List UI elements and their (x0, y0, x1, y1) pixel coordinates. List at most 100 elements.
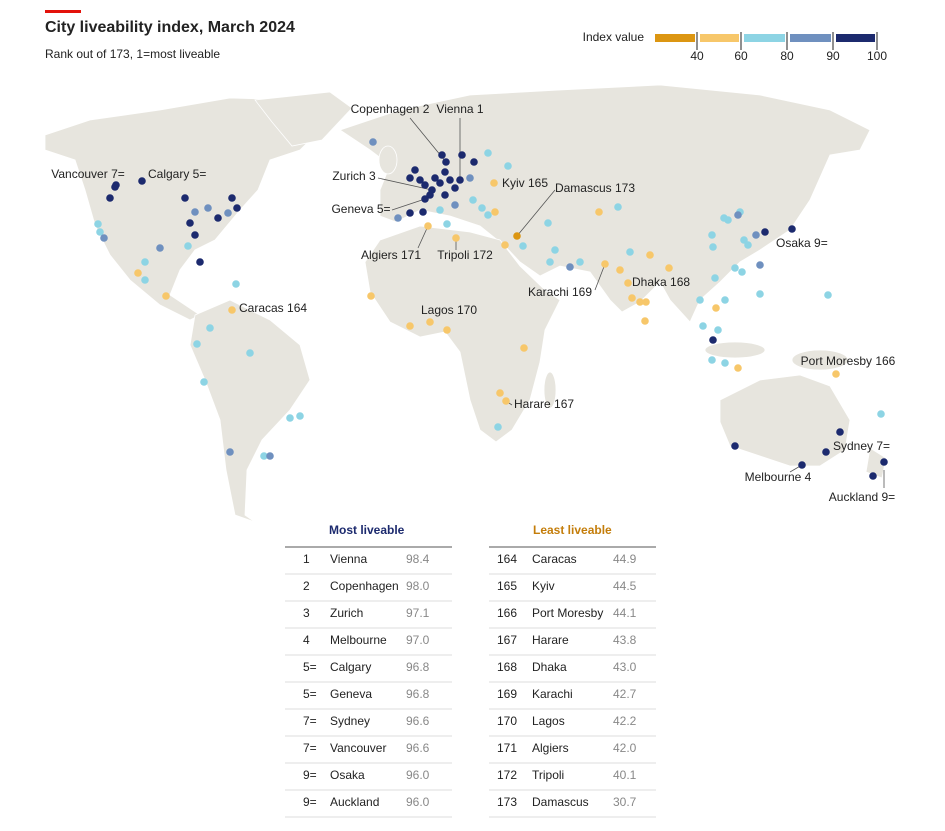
city-dot (106, 194, 114, 202)
index-value: 42.2 (613, 714, 637, 728)
city-dot (233, 204, 241, 212)
index-value: 96.8 (406, 687, 430, 701)
city: Vancouver (330, 741, 386, 755)
new-zealand (865, 447, 887, 479)
city-dot (721, 296, 729, 304)
city-dot (184, 242, 192, 250)
map-label: Vancouver 7= (51, 167, 125, 181)
legend-tick-label: 40 (690, 49, 704, 63)
map-label: Melbourne 4 (745, 470, 812, 484)
city-dot (406, 174, 414, 182)
rank: 168 (497, 660, 517, 674)
legend: 40 60 80 90 100 (655, 32, 887, 63)
city-dot (214, 214, 222, 222)
city: Zurich (330, 606, 363, 620)
city-dot (438, 151, 446, 159)
city: Copenhagen (330, 579, 399, 593)
rank: 165 (497, 579, 517, 593)
index-value: 97.0 (406, 633, 430, 647)
leader (417, 225, 429, 249)
city: Kyiv (532, 579, 555, 593)
city-dot (711, 274, 719, 282)
land (44, 84, 887, 523)
city-dot (628, 294, 636, 302)
city-dot (544, 219, 552, 227)
city-dot (451, 184, 459, 192)
city-dot (738, 268, 746, 276)
map-labels: Vienna 1 Copenhagen 2 Zurich 3 Melbourne 4 C… (51, 102, 895, 504)
city-dot (191, 231, 199, 239)
city-dot (724, 216, 732, 224)
city-dot (162, 292, 170, 300)
city-dot (428, 186, 436, 194)
map-label: Copenhagen 2 (351, 102, 430, 116)
map-label: Caracas 164 (239, 301, 307, 315)
map-label: Damascus 173 (555, 181, 635, 195)
city: Auckland (330, 795, 379, 809)
city-dot (714, 326, 722, 334)
legend-swatch (744, 34, 785, 42)
city: Karachi (532, 687, 573, 701)
city-dot (181, 194, 189, 202)
madagascar (543, 371, 557, 409)
city-dot (520, 344, 528, 352)
table-title: Least liveable (533, 523, 612, 537)
rank: 2 (303, 579, 310, 593)
city-dot (443, 326, 451, 334)
city-dot (200, 378, 208, 386)
city-dot (616, 266, 624, 274)
index-value: 96.6 (406, 714, 430, 728)
legend-swatch (836, 34, 875, 42)
legend-tick-label: 60 (734, 49, 748, 63)
city-dot (141, 258, 149, 266)
city-dot (193, 340, 201, 348)
accent-bar (45, 10, 81, 13)
city-dot (94, 220, 102, 228)
index-value: 98.0 (406, 579, 430, 593)
map-label: Port Moresby 166 (801, 354, 896, 368)
index-value: 43.8 (613, 633, 637, 647)
rank: 5= (303, 687, 317, 701)
city-dot (601, 260, 609, 268)
rank: 7= (303, 714, 317, 728)
legend-swatch (700, 34, 739, 42)
city-dot (734, 211, 742, 219)
city: Osaka (330, 768, 365, 782)
city-dot (546, 258, 554, 266)
legend-title: Index value (583, 30, 645, 44)
islands (704, 341, 766, 359)
city-dot (156, 244, 164, 252)
city-dot (636, 298, 644, 306)
city-dot (744, 241, 752, 249)
rank: 166 (497, 606, 517, 620)
city-dot (416, 176, 424, 184)
city-dot (111, 183, 119, 191)
rank: 169 (497, 687, 517, 701)
rank: 171 (497, 741, 517, 755)
city-dot (441, 168, 449, 176)
map-label: Lagos 170 (421, 303, 477, 317)
city-dot (96, 228, 104, 236)
city-dot (642, 298, 650, 306)
city-dot (626, 248, 634, 256)
map-label: Auckland 9= (829, 490, 895, 504)
city-dot (478, 204, 486, 212)
city-dot (369, 138, 377, 146)
leader-lines (377, 117, 885, 488)
city: Vienna (330, 552, 367, 566)
city-dot (186, 219, 194, 227)
map-label: Harare 167 (514, 397, 574, 411)
city-dot (731, 264, 739, 272)
leader (391, 198, 426, 211)
city-dot (446, 176, 454, 184)
britain (378, 145, 398, 175)
map-label: Algiers 171 (361, 248, 421, 262)
city-dot (206, 324, 214, 332)
rank: 170 (497, 714, 517, 728)
city: Algiers (532, 741, 569, 755)
city-dot (709, 243, 717, 251)
rank: 3 (303, 606, 310, 620)
city-dot (421, 195, 429, 203)
city-dot (646, 251, 654, 259)
city-dot (470, 158, 478, 166)
